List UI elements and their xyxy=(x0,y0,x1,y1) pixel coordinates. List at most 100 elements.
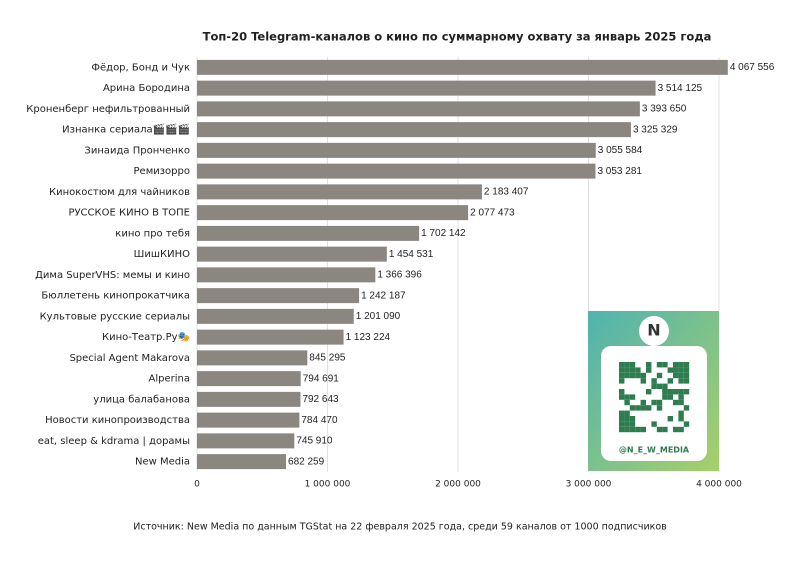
qr-cell xyxy=(619,362,625,368)
y-tick-label: Ремизорро xyxy=(134,166,190,177)
qr-cell xyxy=(667,367,673,373)
bar xyxy=(197,163,596,179)
qr-cell xyxy=(673,389,679,395)
y-tick-label: Alperina xyxy=(149,374,190,385)
qr-cell xyxy=(683,372,690,379)
qr-cell xyxy=(640,378,646,384)
value-label: 1 123 224 xyxy=(346,332,391,343)
qr-cell xyxy=(678,426,684,433)
x-tick-label: 1 000 000 xyxy=(305,480,351,490)
value-label: 1 366 396 xyxy=(377,270,422,281)
qr-cell xyxy=(667,378,673,384)
bar xyxy=(197,122,631,138)
value-label: 4 067 556 xyxy=(730,62,775,73)
value-label: 3 393 650 xyxy=(642,104,687,115)
bar xyxy=(197,433,295,449)
value-label: 794 691 xyxy=(303,373,340,384)
y-tick-label: Кинокостюм для чайников xyxy=(49,187,190,198)
qr-cell xyxy=(673,426,679,433)
y-tick-label: Фёдор, Бонд и Чук xyxy=(91,62,190,73)
qr-cell xyxy=(662,389,668,395)
y-tick-label: Кино-Театр.Ру🎭 xyxy=(102,331,190,343)
qr-cell xyxy=(640,372,646,379)
bar xyxy=(197,454,287,470)
y-tick-label: Special Agent Makarova xyxy=(69,353,190,364)
qr-cell xyxy=(624,426,630,433)
y-tick-label: Бюллетень кинопрокатчика xyxy=(41,291,190,302)
bar xyxy=(197,308,354,324)
y-tick-label: РУССКОЕ КИНО В ТОПЕ xyxy=(68,208,190,219)
qr-cell xyxy=(678,372,684,379)
value-label: 1 702 142 xyxy=(421,228,466,239)
y-tick-label: Кроненберг нефильтрованный xyxy=(26,104,190,115)
bar xyxy=(197,101,640,117)
bar xyxy=(197,205,469,221)
qr-cell xyxy=(683,389,690,395)
qr-cell xyxy=(640,399,646,406)
bar xyxy=(197,80,656,96)
qr-cell xyxy=(656,383,663,389)
qr-cell xyxy=(667,394,673,400)
qr-cell xyxy=(629,394,636,400)
qr-cell xyxy=(656,399,663,406)
qr-cell xyxy=(683,367,690,373)
bar xyxy=(197,350,308,366)
qr-cell xyxy=(624,399,630,406)
bar xyxy=(197,288,360,304)
bar xyxy=(197,225,420,241)
qr-cell xyxy=(662,362,668,368)
bar xyxy=(197,59,728,75)
bar xyxy=(197,412,300,428)
value-label: 3 053 281 xyxy=(597,166,642,177)
value-label: 1 242 187 xyxy=(361,290,406,301)
qr-cell xyxy=(635,367,641,373)
qr-cell xyxy=(662,426,668,433)
value-label: 1 454 531 xyxy=(389,249,434,260)
value-label: 784 470 xyxy=(301,415,338,426)
qr-cell xyxy=(683,378,690,384)
qr-cell xyxy=(683,405,690,411)
bar xyxy=(197,267,376,283)
qr-caption: @N_E_W_MEDIA xyxy=(619,446,690,455)
qr-cell xyxy=(683,362,690,368)
qr-cell xyxy=(678,410,684,416)
qr-cell xyxy=(651,378,657,384)
qr-cell xyxy=(646,405,652,411)
qr-cell xyxy=(678,362,684,368)
y-tick-label: кино про тебя xyxy=(115,228,190,239)
value-label: 845 295 xyxy=(309,353,346,364)
qr-cell xyxy=(624,362,630,368)
value-label: 2 077 473 xyxy=(470,207,515,218)
qr-cell xyxy=(678,399,684,406)
qr-cell xyxy=(619,389,625,395)
qr-cell xyxy=(629,367,636,373)
qr-cell xyxy=(678,416,684,422)
qr-cell xyxy=(678,367,684,373)
qr-cell xyxy=(624,394,630,400)
qr-cell xyxy=(656,372,663,379)
qr-cell xyxy=(619,416,625,422)
qr-cell xyxy=(629,421,636,427)
qr-cell xyxy=(640,426,646,433)
qr-cell xyxy=(673,399,679,406)
qr-cell xyxy=(624,421,630,427)
y-tick-label: ШишКИНО xyxy=(134,249,190,260)
source-note: Источник: New Media по данным TGStat на … xyxy=(133,522,667,533)
value-label: 3 514 125 xyxy=(658,83,703,94)
value-label: 792 643 xyxy=(302,394,339,405)
qr-cell xyxy=(656,426,663,433)
qr-cell xyxy=(678,378,684,384)
x-tick-label: 3 000 000 xyxy=(566,480,612,490)
value-label: 1 201 090 xyxy=(356,311,401,322)
qr-cell xyxy=(656,405,663,411)
x-tick-label: 4 000 000 xyxy=(696,480,742,490)
qr-cell xyxy=(624,367,630,373)
qr-cell xyxy=(619,378,625,384)
qr-cell xyxy=(646,389,652,395)
y-tick-label: Культовые русские сериалы xyxy=(40,311,190,322)
qr-cell xyxy=(651,399,657,406)
qr-cell xyxy=(619,372,625,379)
bar xyxy=(197,142,596,158)
bar xyxy=(197,329,344,345)
